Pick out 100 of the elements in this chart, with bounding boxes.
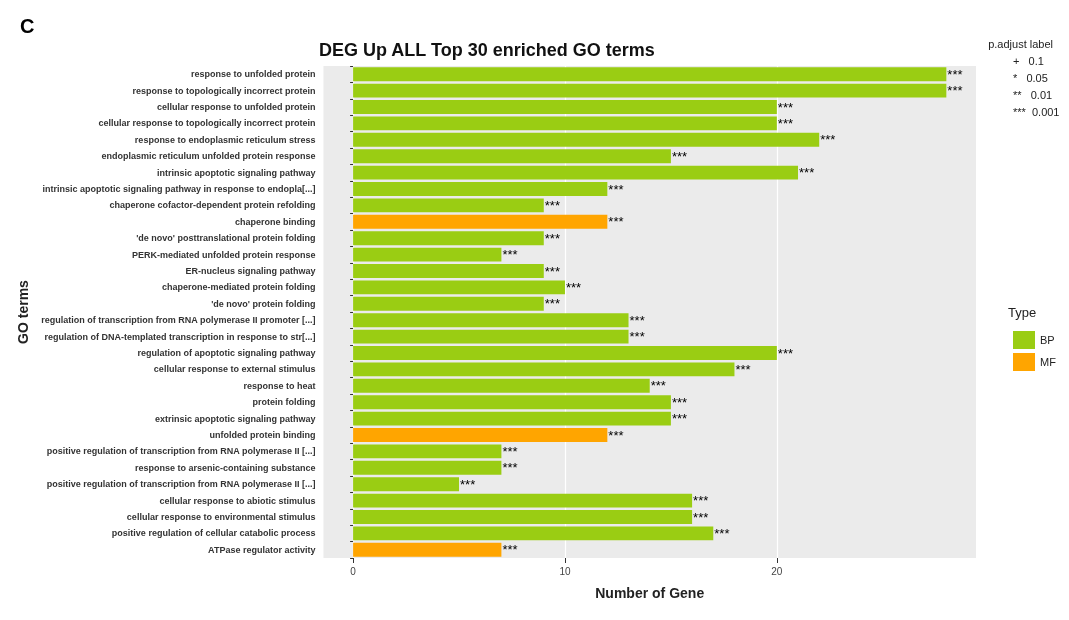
chart-title: DEG Up ALL Top 30 enriched GO terms [319,40,655,60]
data-label: *** [502,542,518,558]
y-tick-label: protein folding [252,397,316,408]
data-label: *** [608,181,624,197]
data-label: *** [777,99,794,115]
y-tick-label: unfolded protein binding [209,430,316,440]
bar [353,182,608,196]
data-label: *** [544,296,560,312]
bar [353,526,714,541]
data-label: *** [820,132,836,148]
data-label: *** [693,493,709,509]
text: ** 0.01 [1013,88,1053,101]
data-label: *** [544,197,560,213]
data-label: *** [544,263,560,279]
y-tick-label: cellular response to topologically incorrect protein [98,118,316,129]
bar [353,411,671,426]
bar [353,444,502,459]
y-tick-label: response to arsenic-containing substance [134,462,316,473]
x-tick-label: 20 [771,565,783,577]
bar [353,116,777,131]
y-tick-label: response to heat [243,380,316,391]
data-label: *** [608,427,624,443]
bar [353,100,777,114]
bar [353,510,693,524]
data-label: *** [777,115,794,131]
legend-title: Type [1008,305,1037,320]
y-axis-title: GO terms [15,279,31,344]
bar [353,477,460,492]
bar [353,395,671,410]
bar [353,378,650,393]
y-tick-label: regulation of apoptotic signaling pathway [137,348,316,358]
y-tick-label: 'de novo' posttranslational protein folding [136,233,316,244]
y-tick-label: intrinsic apoptotic signaling pathway [156,167,316,178]
bar [353,313,629,328]
bar [353,149,671,164]
data-label: *** [629,312,645,328]
y-tick-label: cellular response to environmental stimulus [126,512,316,522]
x-tick-label: 0 [350,565,357,577]
bar [353,542,502,557]
y-tick-label: intrinsic apoptotic signaling pathway in response to endopla[...] [42,184,316,194]
y-tick-label: ATPase regulator activity [208,544,316,555]
bar [353,493,693,508]
data-label: *** [693,509,709,525]
x-axis-title: Number of Gene [595,585,705,601]
bar [353,231,544,246]
text: * 0.05 [1013,71,1048,84]
bar [353,428,608,442]
data-label: *** [565,279,582,295]
y-tick-label: positive regulation of transcription from RNA polymerase II [...] [46,479,316,490]
y-tick-label: chaperone binding [234,216,316,227]
bar [353,264,544,278]
bar [353,460,502,475]
data-label: *** [502,443,518,459]
data-label: *** [671,411,688,427]
text: C [20,15,35,37]
bar [353,132,820,147]
y-tick-label: regulation of DNA-templated transcription in response to str[...] [44,331,316,342]
data-label: *** [650,378,666,394]
bar [353,362,735,377]
data-label: *** [947,66,963,82]
text: p.adjust label [988,37,1053,50]
data-label: *** [502,247,518,263]
y-tick-label: response to topologically incorrect protein [132,85,316,96]
bar [353,280,565,295]
y-tick-label: regulation of transcription from RNA polymerase II promoter [...] [41,315,316,326]
y-tick-label: positive regulation of cellular catabolic process [111,528,316,539]
x-tick-label: 10 [559,565,571,577]
y-tick-label: chaperone-mediated protein folding [161,282,316,293]
bar [353,83,947,98]
y-tick-label: PERK-mediated unfolded protein response [131,249,316,260]
data-label: *** [544,230,560,246]
bar [353,296,544,311]
y-tick-label: response to endoplasmic reticulum stress [134,134,316,145]
data-label: *** [608,214,624,230]
data-label: *** [460,476,476,492]
data-label: *** [947,83,963,99]
bar [353,67,947,82]
legend-label: MF [1040,356,1057,368]
y-tick-label: cellular response to external stimulus [153,364,316,375]
data-label: *** [714,525,730,541]
bar [353,198,544,213]
data-label: *** [799,165,815,181]
y-tick-label: cellular response to unfolded protein [156,102,316,112]
y-tick-label: chaperone cofactor-dependent protein refolding [109,200,316,211]
data-label: *** [671,148,688,164]
data-label: *** [629,329,645,345]
y-tick-label: ER-nucleus signaling pathway [185,266,316,276]
bar [353,329,629,344]
y-tick-label: extrinsic apoptotic signaling pathway [154,413,316,424]
data-label: *** [735,361,751,377]
text: *** 0.001 [1013,105,1060,118]
y-tick-label: endoplasmic reticulum unfolded protein response [101,151,316,162]
bar [353,165,799,180]
legend-label: BP [1040,334,1055,346]
y-tick-label: 'de novo' protein folding [211,298,316,309]
y-tick-label: cellular response to abiotic stimulus [159,495,316,506]
text: + 0.1 [1013,54,1044,67]
bar [353,214,608,229]
data-label: *** [777,345,794,361]
data-label: *** [502,460,518,476]
